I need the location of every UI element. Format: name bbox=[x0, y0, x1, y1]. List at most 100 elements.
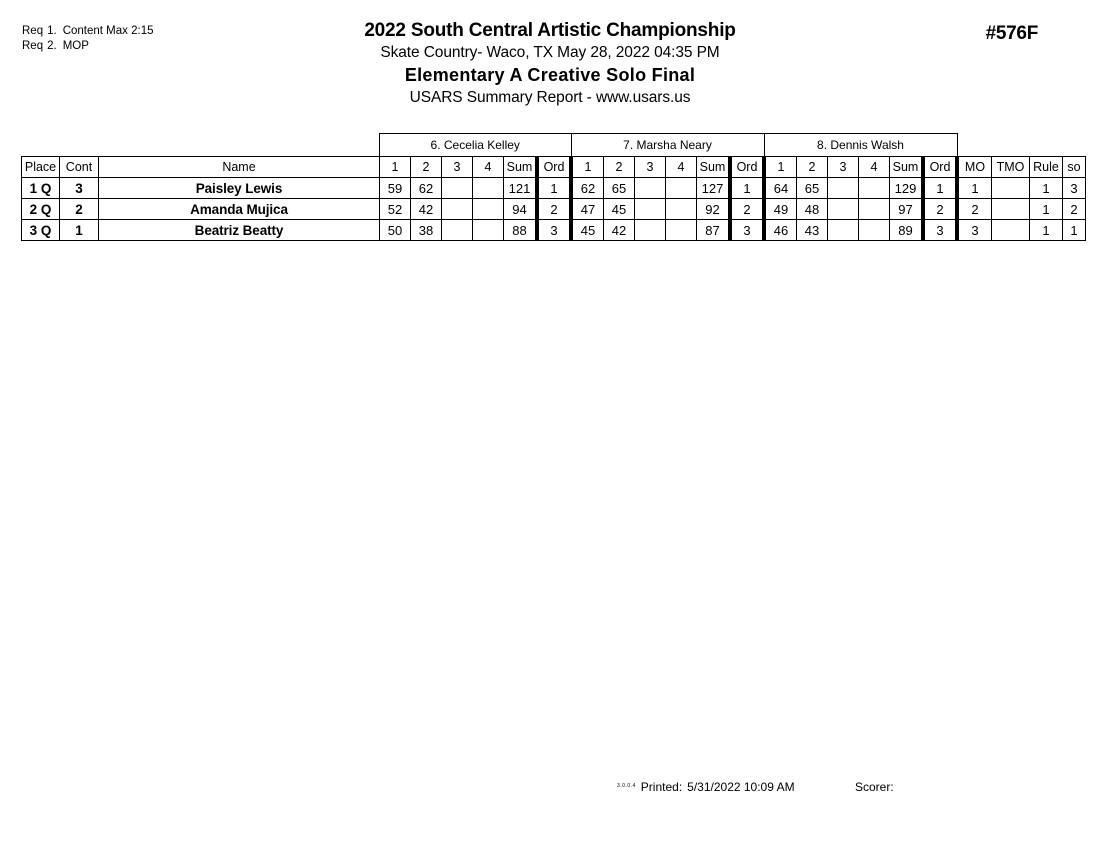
cell-j3-s2: 43 bbox=[796, 219, 828, 241]
event-number: #576F bbox=[985, 23, 1039, 44]
cell-j1-sum: 88 bbox=[503, 219, 538, 241]
cell-mo: 3 bbox=[956, 219, 992, 241]
col-header-tmo: TMO bbox=[991, 156, 1030, 178]
cell-so: 3 bbox=[1062, 177, 1086, 199]
cell-j1-s3 bbox=[441, 198, 473, 220]
col-header-j3-sum: Sum bbox=[889, 156, 924, 178]
cell-j2-s4 bbox=[665, 198, 697, 220]
cell-j3-s1: 49 bbox=[763, 198, 797, 220]
cell-j1-s2: 62 bbox=[410, 177, 442, 199]
col-header-place: Place bbox=[21, 156, 60, 178]
requirement-line: Req 2. MOP bbox=[22, 39, 153, 54]
event-title: 2022 South Central Artistic Championship bbox=[364, 20, 736, 41]
cell-j2-ord: 2 bbox=[728, 198, 766, 220]
cell-j3-ord: 1 bbox=[921, 177, 959, 199]
col-header-j2-s1: 1 bbox=[570, 156, 604, 178]
cell-j2-s1: 45 bbox=[570, 219, 604, 241]
col-header-j1-ord: Ord bbox=[535, 156, 573, 178]
cell-j3-s3 bbox=[827, 177, 859, 199]
cell-j2-s2: 65 bbox=[603, 177, 635, 199]
col-header-j1-sum: Sum bbox=[503, 156, 538, 178]
col-header-j2-sum: Sum bbox=[696, 156, 731, 178]
col-header-j1-s2: 2 bbox=[410, 156, 442, 178]
cell-name: Beatriz Beatty bbox=[98, 219, 380, 241]
cell-j2-s1: 62 bbox=[570, 177, 604, 199]
cell-rule: 1 bbox=[1029, 198, 1063, 220]
printed-info: 3.0.0.4 Printed: 5/31/2022 10:09 AM bbox=[617, 780, 795, 794]
cell-j1-s4 bbox=[472, 198, 504, 220]
score-table: 6. Cecelia Kelley 7. Marsha Neary 8. Den… bbox=[21, 133, 1086, 241]
cell-j1-s3 bbox=[441, 219, 473, 241]
cell-j1-sum: 121 bbox=[503, 177, 538, 199]
cell-j3-s4 bbox=[858, 177, 890, 199]
requirements-block: Req 1. Content Max 2:15 Req 2. MOP bbox=[22, 24, 153, 54]
col-header-j3-ord: Ord bbox=[921, 156, 959, 178]
col-header-j3-s3: 3 bbox=[827, 156, 859, 178]
cell-so: 1 bbox=[1062, 219, 1086, 241]
cell-j3-s4 bbox=[858, 198, 890, 220]
requirement-label: Req bbox=[22, 40, 44, 52]
cell-j1-ord: 1 bbox=[535, 177, 573, 199]
col-header-mo: MO bbox=[956, 156, 992, 178]
cell-place: 3 Q bbox=[21, 219, 60, 241]
col-header-j2-s3: 3 bbox=[634, 156, 666, 178]
judge-band-spacer-right bbox=[957, 133, 1086, 157]
printed-timestamp: 5/31/2022 10:09 AM bbox=[687, 780, 795, 794]
cell-j1-s1: 59 bbox=[379, 177, 411, 199]
cell-j1-s4 bbox=[472, 177, 504, 199]
cell-j1-s2: 38 bbox=[410, 219, 442, 241]
requirement-label: Req bbox=[22, 25, 44, 37]
cell-j2-s4 bbox=[665, 219, 697, 241]
cell-rule: 1 bbox=[1029, 177, 1063, 199]
scorer-label: Scorer: bbox=[855, 780, 894, 794]
col-header-j1-s1: 1 bbox=[379, 156, 411, 178]
cell-tmo bbox=[991, 177, 1030, 199]
cell-j3-s2: 48 bbox=[796, 198, 828, 220]
cell-j1-s3 bbox=[441, 177, 473, 199]
cell-j2-s2: 45 bbox=[603, 198, 635, 220]
cell-j2-ord: 3 bbox=[728, 219, 766, 241]
cell-j3-sum: 97 bbox=[889, 198, 924, 220]
col-header-j3-s1: 1 bbox=[763, 156, 797, 178]
cell-j1-sum: 94 bbox=[503, 198, 538, 220]
cell-j2-s3 bbox=[634, 177, 666, 199]
cell-j2-s1: 47 bbox=[570, 198, 604, 220]
judge-header-3: 8. Dennis Walsh bbox=[763, 133, 958, 157]
cell-j1-s2: 42 bbox=[410, 198, 442, 220]
cell-mo: 1 bbox=[956, 177, 992, 199]
cell-mo: 2 bbox=[956, 198, 992, 220]
cell-j2-ord: 1 bbox=[728, 177, 766, 199]
col-header-cont: Cont bbox=[59, 156, 99, 178]
report-header: 2022 South Central Artistic Championship… bbox=[0, 19, 1100, 109]
venue-datetime-line: Skate Country- Waco, TX May 28, 2022 04:… bbox=[380, 44, 720, 61]
cell-j3-s3 bbox=[827, 198, 859, 220]
judge-header-2: 7. Marsha Neary bbox=[570, 133, 765, 157]
cell-j3-s3 bbox=[827, 219, 859, 241]
table-row: 1 Q 3 Paisley Lewis 59 62 121 1 62 65 12… bbox=[21, 177, 1086, 199]
requirement-text: MOP bbox=[62, 40, 89, 52]
report-subtitle: USARS Summary Report - www.usars.us bbox=[409, 89, 691, 106]
column-header-row: Place Cont Name 1 2 3 4 Sum Ord 1 2 3 4 … bbox=[21, 156, 1086, 178]
version-code: 3.0.0.4 bbox=[617, 783, 636, 789]
cell-tmo bbox=[991, 198, 1030, 220]
cell-j3-ord: 2 bbox=[921, 198, 959, 220]
cell-j3-s2: 65 bbox=[796, 177, 828, 199]
cell-j3-s1: 64 bbox=[763, 177, 797, 199]
judge-band-row: 6. Cecelia Kelley 7. Marsha Neary 8. Den… bbox=[21, 133, 1086, 157]
cell-cont: 3 bbox=[59, 177, 99, 199]
cell-j2-s3 bbox=[634, 198, 666, 220]
col-header-j3-s2: 2 bbox=[796, 156, 828, 178]
cell-j2-sum: 92 bbox=[696, 198, 731, 220]
cell-j2-s4 bbox=[665, 177, 697, 199]
col-header-j2-s2: 2 bbox=[603, 156, 635, 178]
col-header-j3-s4: 4 bbox=[858, 156, 890, 178]
col-header-j2-ord: Ord bbox=[728, 156, 766, 178]
cell-so: 2 bbox=[1062, 198, 1086, 220]
cell-j1-s1: 52 bbox=[379, 198, 411, 220]
cell-place: 2 Q bbox=[21, 198, 60, 220]
cell-j3-sum: 89 bbox=[889, 219, 924, 241]
requirement-number: 2. bbox=[47, 40, 57, 52]
cell-j2-sum: 127 bbox=[696, 177, 731, 199]
col-header-name: Name bbox=[98, 156, 380, 178]
cell-j2-s2: 42 bbox=[603, 219, 635, 241]
